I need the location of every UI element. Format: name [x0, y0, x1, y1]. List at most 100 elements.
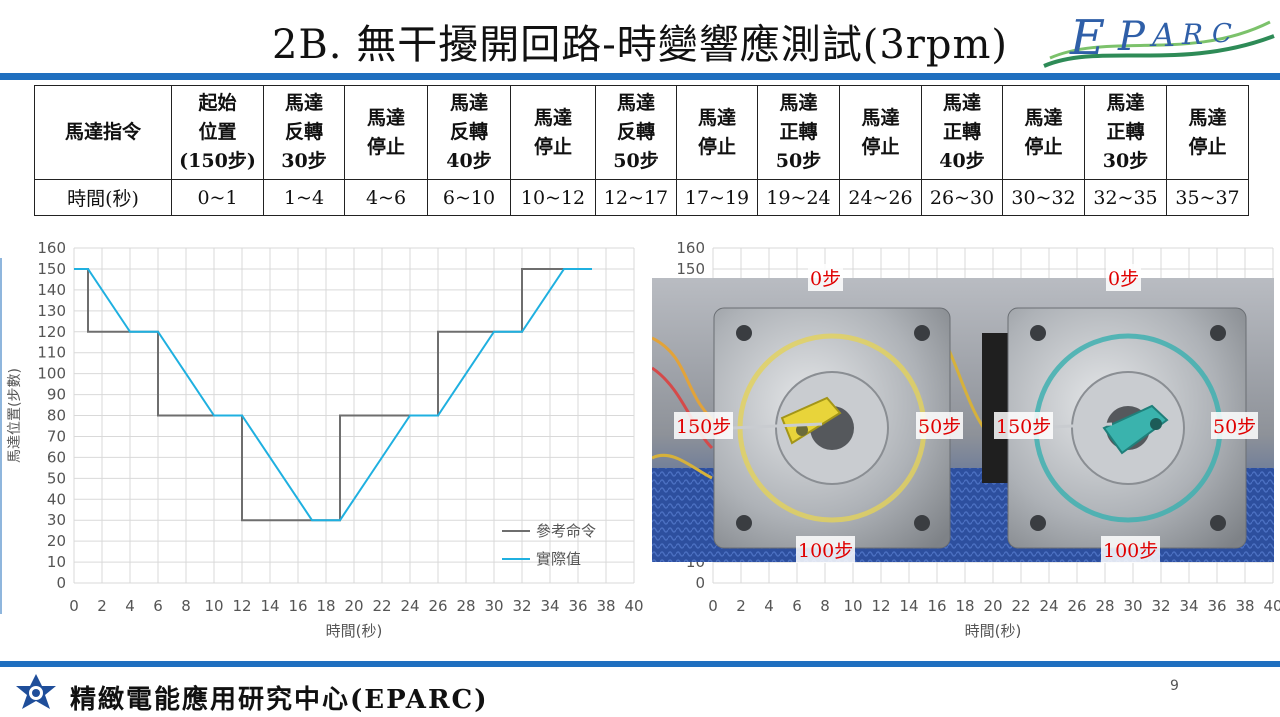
y-tick-label: 140	[37, 281, 66, 299]
x-tick-label: 8	[181, 597, 191, 615]
x-axis-label: 時間(秒)	[326, 622, 383, 640]
x-tick-label: 20	[344, 597, 363, 615]
x-tick-label: 18	[316, 597, 335, 615]
x-tick-label: 16	[927, 597, 946, 615]
x-tick-label: 36	[1207, 597, 1226, 615]
y-tick-label: 70	[47, 427, 66, 445]
table-cell: 32~35	[1084, 179, 1167, 216]
legend-label: 參考命令	[536, 522, 596, 540]
table-row: 時間(秒) 0~1 1~4 4~6 6~10 10~12 12~17 17~19…	[34, 179, 1249, 216]
x-tick-label: 18	[955, 597, 974, 615]
x-tick-label: 10	[204, 597, 223, 615]
table-cell: 17~19	[676, 179, 758, 216]
label-right-0-step: 0步	[1106, 264, 1142, 291]
x-tick-label: 2	[736, 597, 746, 615]
y-tick-label: 30	[47, 511, 66, 529]
x-tick-label: 4	[125, 597, 135, 615]
y-tick-label: 100	[37, 365, 66, 383]
table-header-cell: 馬達 停止	[1166, 85, 1249, 180]
x-tick-label: 34	[1179, 597, 1198, 615]
svg-text:P: P	[1117, 14, 1146, 60]
header-rule	[0, 73, 1280, 80]
label-left-150-step: 150步	[674, 412, 734, 439]
y-tick-label: 160	[676, 239, 705, 257]
y-tick-label: 80	[47, 407, 66, 425]
x-tick-label: 8	[820, 597, 830, 615]
table-header-cell: 馬達指令	[34, 85, 172, 180]
x-tick-label: 36	[568, 597, 587, 615]
svg-text:R: R	[1181, 18, 1203, 51]
table-cell: 10~12	[510, 179, 596, 216]
label-left-50-step: 50步	[916, 412, 964, 439]
y-tick-label: 40	[47, 490, 66, 508]
x-tick-label: 26	[428, 597, 447, 615]
x-tick-label: 26	[1067, 597, 1086, 615]
x-tick-label: 12	[871, 597, 890, 615]
footer-rule	[0, 661, 1280, 667]
x-tick-label: 24	[400, 597, 419, 615]
table-row: 馬達指令 起始 位置 (150步) 馬達 反轉 30步 馬達 停止 馬達 反轉 …	[34, 85, 1249, 180]
x-tick-label: 34	[540, 597, 559, 615]
x-tick-label: 38	[1235, 597, 1254, 615]
table-header-cell: 馬達 停止	[510, 85, 596, 180]
y-tick-label: 0	[695, 574, 705, 592]
position-response-chart: 0 2 4 6 8 10 12 14 16 18 20 22 24 26 28 30 32 34 36 38 40010…	[7, 239, 644, 640]
label-right-150-step: 150步	[994, 412, 1054, 439]
footer-org-name: 精緻電能應用研究中心(EPARC)	[70, 685, 489, 715]
table-header-cell: 馬達 正轉 50步	[757, 85, 840, 180]
label-left-100-step: 100步	[796, 536, 856, 563]
table-cell: 12~17	[595, 179, 677, 216]
x-tick-label: 0	[69, 597, 79, 615]
svg-text:A: A	[1149, 16, 1175, 54]
y-tick-label: 90	[47, 386, 66, 404]
y-tick-label: 130	[37, 302, 66, 320]
table-cell: 19~24	[757, 179, 840, 216]
table-header-cell: 馬達 停止	[344, 85, 428, 180]
x-tick-label: 24	[1039, 597, 1058, 615]
label-left-0-step: 0步	[808, 264, 844, 291]
y-tick-label: 150	[676, 260, 705, 278]
stepper-motor-photo	[652, 278, 1274, 562]
x-axis-label: 時間(秒)	[965, 622, 1022, 640]
x-tick-label: 6	[792, 597, 802, 615]
table-header-cell: 馬達 反轉 40步	[427, 85, 511, 180]
x-tick-label: 40	[624, 597, 643, 615]
table-cell: 1~4	[263, 179, 345, 216]
x-tick-label: 14	[260, 597, 279, 615]
x-tick-label: 10	[843, 597, 862, 615]
x-tick-label: 28	[456, 597, 475, 615]
page-title: 2B. 無干擾開回路-時變響應測試(3rpm)	[271, 22, 1009, 68]
series-line	[74, 267, 592, 522]
table-header-cell: 馬達 反轉 30步	[263, 85, 345, 180]
x-tick-label: 28	[1095, 597, 1114, 615]
table-header-cell: 馬達 正轉 40步	[921, 85, 1003, 180]
x-tick-label: 22	[1011, 597, 1030, 615]
x-tick-label: 14	[899, 597, 918, 615]
table-header-cell: 馬達 停止	[839, 85, 922, 180]
svg-text:E: E	[1069, 10, 1105, 66]
eparc-logo: E P A R C	[1043, 10, 1275, 68]
table-header-cell: 馬達 停止	[676, 85, 758, 180]
table-header-cell: 馬達 反轉 50步	[595, 85, 677, 180]
table-cell: 35~37	[1166, 179, 1249, 216]
table-header-cell: 馬達 停止	[1002, 85, 1085, 180]
table-cell: 時間(秒)	[34, 179, 172, 216]
x-tick-label: 16	[288, 597, 307, 615]
table-cell: 6~10	[427, 179, 511, 216]
table-cell: 4~6	[344, 179, 428, 216]
y-axis-label: 馬達位置(步數)	[7, 368, 23, 463]
x-tick-label: 30	[1123, 597, 1142, 615]
label-right-50-step: 50步	[1211, 412, 1259, 439]
x-tick-label: 12	[232, 597, 251, 615]
table-header-cell: 起始 位置 (150步)	[171, 85, 264, 180]
legend-label: 實際值	[536, 550, 581, 568]
y-tick-label: 10	[47, 553, 66, 571]
x-tick-label: 20	[983, 597, 1002, 615]
chart-frame-edge	[0, 258, 2, 614]
x-tick-label: 22	[372, 597, 391, 615]
x-tick-label: 6	[153, 597, 163, 615]
table-cell: 0~1	[171, 179, 264, 216]
y-tick-label: 60	[47, 448, 66, 466]
y-tick-label: 110	[37, 344, 66, 362]
x-tick-label: 38	[596, 597, 615, 615]
